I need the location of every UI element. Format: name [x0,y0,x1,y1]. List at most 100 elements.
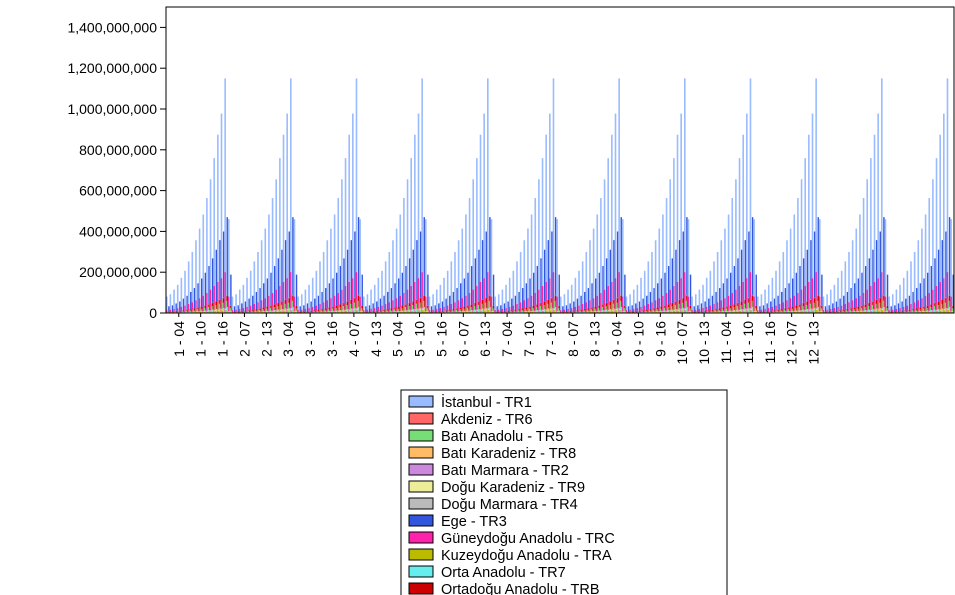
bar [286,113,288,313]
bar [416,308,418,313]
bar [390,311,392,313]
bar [206,198,208,313]
bar [181,310,183,313]
bar [489,217,491,313]
bar [921,298,923,313]
bar [762,305,765,313]
legend-box [400,389,728,595]
bar [532,272,535,313]
bar [214,310,216,313]
bar [388,302,391,313]
bar [581,304,584,313]
bar [611,310,614,313]
bar [666,311,668,313]
bar [932,311,935,313]
x-tick-label: 5 - 04 [390,321,406,357]
legend-label: Batı Karadeniz - TR8 [441,446,576,462]
bar [600,198,602,313]
bar [361,274,363,313]
bar [678,240,681,313]
bar [272,311,274,313]
bar [635,303,637,313]
bar [636,308,639,313]
bar [387,291,389,313]
bar [330,311,333,313]
bar [443,306,445,313]
bar [671,258,674,313]
bar [500,305,502,313]
bar [496,311,498,313]
bar [846,291,849,313]
bar [669,289,671,313]
bar [800,179,803,313]
bar [778,304,781,313]
bar [535,311,537,313]
bar [294,311,296,313]
bar [649,291,652,313]
bar [479,281,482,313]
bar [217,310,220,313]
bar [604,311,606,313]
bar [484,310,486,313]
bar [310,310,312,313]
bar [541,158,544,313]
bar [297,310,299,313]
bar [490,296,493,313]
bar [470,307,472,313]
bar [264,298,266,313]
bar [924,214,927,313]
bar [324,309,326,313]
bar [673,310,676,313]
bar [622,296,624,313]
bar [899,284,901,313]
bar [835,301,838,313]
legend-label: Ege - TR3 [441,514,507,530]
legend-swatch [408,531,434,544]
bar [282,281,285,313]
bar [580,295,582,313]
bar [545,281,547,313]
bar [349,310,351,313]
bar [275,179,278,313]
bar [549,310,552,313]
bar [277,258,280,313]
bar [239,308,241,313]
plot-frame [165,6,955,314]
bar [403,306,406,313]
bar [863,311,865,313]
bar [596,214,599,313]
bar [643,270,646,313]
x-tick-label: 10 - 13 [696,321,712,365]
bar [193,311,196,313]
bar [372,303,374,313]
bar [732,311,734,313]
bar [268,310,270,313]
bar [273,307,275,313]
bar [859,214,861,313]
bar [735,311,738,313]
bar [368,311,371,313]
bar [178,311,180,313]
bar [168,306,170,313]
bar [585,302,588,313]
bar [294,307,296,313]
bar [481,240,484,313]
bar [654,300,657,313]
bar [828,305,830,313]
bar [300,294,303,313]
bar [939,281,941,313]
bar [204,272,207,313]
bar [264,228,267,313]
bar [844,304,847,313]
bar [868,258,871,313]
bar [629,309,631,313]
bar [585,252,588,313]
bar [454,302,456,313]
x-tick-label: 1 - 10 [193,321,209,357]
bar [943,310,946,313]
bar [727,295,730,313]
bar [549,113,551,313]
bar [321,291,323,313]
bar [724,298,726,313]
bar [483,278,485,313]
